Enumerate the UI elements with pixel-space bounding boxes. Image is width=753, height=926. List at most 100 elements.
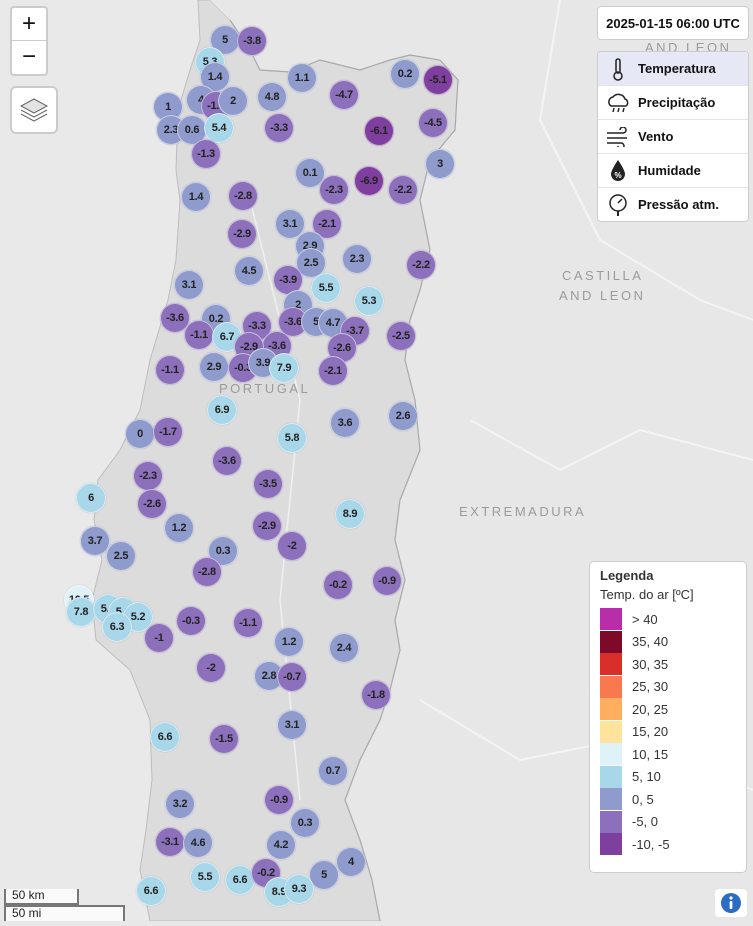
station-marker[interactable]: -2.8	[192, 557, 222, 587]
station-marker[interactable]: 6.6	[136, 876, 166, 906]
station-marker[interactable]: -3.6	[212, 446, 242, 476]
legend-swatch	[600, 810, 622, 833]
station-marker[interactable]: -0.9	[264, 785, 294, 815]
station-marker[interactable]: 3.1	[277, 710, 307, 740]
station-marker[interactable]: -5.1	[423, 65, 453, 95]
station-marker[interactable]: -4.5	[418, 108, 448, 138]
station-marker[interactable]: -1.7	[153, 417, 183, 447]
station-marker[interactable]: -1.5	[209, 724, 239, 754]
station-marker[interactable]: -0.2	[323, 570, 353, 600]
variable-humidity[interactable]: % Humidade	[598, 154, 748, 188]
station-marker[interactable]: 6	[76, 483, 106, 513]
station-marker[interactable]: 5	[309, 860, 339, 890]
station-marker[interactable]: 8.9	[335, 499, 365, 529]
station-marker[interactable]: 2.6	[388, 401, 418, 431]
station-marker[interactable]: 2.5	[106, 541, 136, 571]
station-marker[interactable]: 4.8	[257, 82, 287, 112]
station-marker[interactable]: -2.9	[227, 219, 257, 249]
station-marker[interactable]: -1.3	[191, 139, 221, 169]
station-marker[interactable]: 3.6	[330, 408, 360, 438]
variable-pressure[interactable]: Pressão atm.	[598, 188, 748, 221]
station-marker[interactable]: -2.3	[133, 461, 163, 491]
station-marker[interactable]: -1	[144, 623, 174, 653]
station-marker[interactable]: -2.5	[386, 321, 416, 351]
station-marker[interactable]: 0	[125, 419, 155, 449]
station-marker[interactable]: 2.9	[199, 352, 229, 382]
station-marker[interactable]: -6.9	[354, 166, 384, 196]
scale-km: 50 km	[4, 889, 79, 905]
station-marker[interactable]: 5.5	[190, 862, 220, 892]
scale-mi: 50 mi	[4, 905, 125, 921]
station-marker[interactable]: -0.3	[176, 606, 206, 636]
station-marker[interactable]: -3.5	[253, 469, 283, 499]
zoom-in-button[interactable]: +	[12, 8, 46, 41]
legend-swatch	[600, 698, 622, 721]
station-marker[interactable]: 3.2	[165, 789, 195, 819]
station-marker[interactable]: 5.8	[277, 423, 307, 453]
variable-label: Humidade	[638, 163, 701, 178]
station-marker[interactable]: 7.9	[269, 353, 299, 383]
station-marker[interactable]: -4.7	[329, 80, 359, 110]
station-marker[interactable]: -0.7	[277, 662, 307, 692]
station-marker[interactable]: 5.5	[311, 273, 341, 303]
station-marker[interactable]: 3.7	[80, 526, 110, 556]
station-marker[interactable]: 9.3	[284, 874, 314, 904]
station-marker[interactable]: 1.1	[287, 63, 317, 93]
station-marker[interactable]: 1.2	[164, 513, 194, 543]
station-marker[interactable]: 0.3	[290, 808, 320, 838]
station-marker[interactable]: -1.1	[155, 355, 185, 385]
variable-precipitation[interactable]: Precipitação	[598, 86, 748, 120]
station-marker[interactable]: 1.2	[274, 627, 304, 657]
station-marker[interactable]: 3	[425, 149, 455, 179]
station-marker[interactable]: -0.9	[372, 566, 402, 596]
info-button[interactable]	[715, 889, 747, 917]
variable-temperature[interactable]: Temperatura	[598, 52, 748, 86]
station-marker[interactable]: -3.3	[264, 113, 294, 143]
station-marker[interactable]: 6.6	[225, 865, 255, 895]
station-marker[interactable]: 6.6	[150, 722, 180, 752]
station-marker[interactable]: -2	[196, 653, 226, 683]
station-marker[interactable]: 5.4	[204, 113, 234, 143]
gauge-icon	[604, 193, 632, 217]
station-marker[interactable]: -3.6	[160, 303, 190, 333]
station-marker[interactable]: -3.1	[155, 827, 185, 857]
legend-row: -5, 0	[600, 810, 736, 834]
station-marker[interactable]: 7.8	[66, 597, 96, 627]
station-marker[interactable]: 6.3	[102, 612, 132, 642]
station-marker[interactable]: 2.3	[342, 244, 372, 274]
station-marker[interactable]: 5.3	[354, 286, 384, 316]
station-marker[interactable]: -1.1	[184, 320, 214, 350]
station-marker[interactable]: -6.1	[364, 116, 394, 146]
legend-row: 30, 35	[600, 653, 736, 676]
station-marker[interactable]: 0.7	[318, 756, 348, 786]
station-marker[interactable]: 6.9	[207, 395, 237, 425]
station-marker[interactable]: 3.1	[275, 209, 305, 239]
variable-label: Pressão atm.	[638, 197, 719, 212]
station-marker[interactable]: -2.9	[252, 511, 282, 541]
zoom-out-button[interactable]: −	[21, 43, 36, 70]
legend-row: 20, 25	[600, 698, 736, 721]
station-marker[interactable]: -1.1	[233, 608, 263, 638]
station-marker[interactable]: 4	[336, 847, 366, 877]
variable-wind[interactable]: Vento	[598, 120, 748, 154]
legend-label: 10, 15	[632, 746, 669, 762]
station-marker[interactable]: 1.4	[181, 182, 211, 212]
station-marker[interactable]: 0.2	[390, 59, 420, 89]
station-marker[interactable]: -2.3	[319, 175, 349, 205]
station-marker[interactable]: 4.5	[234, 256, 264, 286]
station-marker[interactable]: 2	[218, 86, 248, 116]
station-marker[interactable]: 2.4	[329, 633, 359, 663]
layers-button[interactable]	[10, 86, 58, 134]
station-marker[interactable]: -2.6	[137, 489, 167, 519]
station-marker[interactable]: 4.6	[183, 828, 213, 858]
station-marker[interactable]: -2	[277, 531, 307, 561]
station-marker[interactable]: -2.2	[406, 250, 436, 280]
station-marker[interactable]: -1.8	[361, 680, 391, 710]
station-marker[interactable]: -2.2	[388, 175, 418, 205]
station-marker[interactable]: -3.8	[237, 26, 267, 56]
station-marker[interactable]: -2.8	[228, 181, 258, 211]
station-marker[interactable]: 3.1	[174, 270, 204, 300]
station-marker[interactable]: 4.2	[266, 830, 296, 860]
legend-subtitle: Temp. do ar [ºC]	[600, 587, 694, 602]
station-marker[interactable]: -2.1	[318, 356, 348, 386]
